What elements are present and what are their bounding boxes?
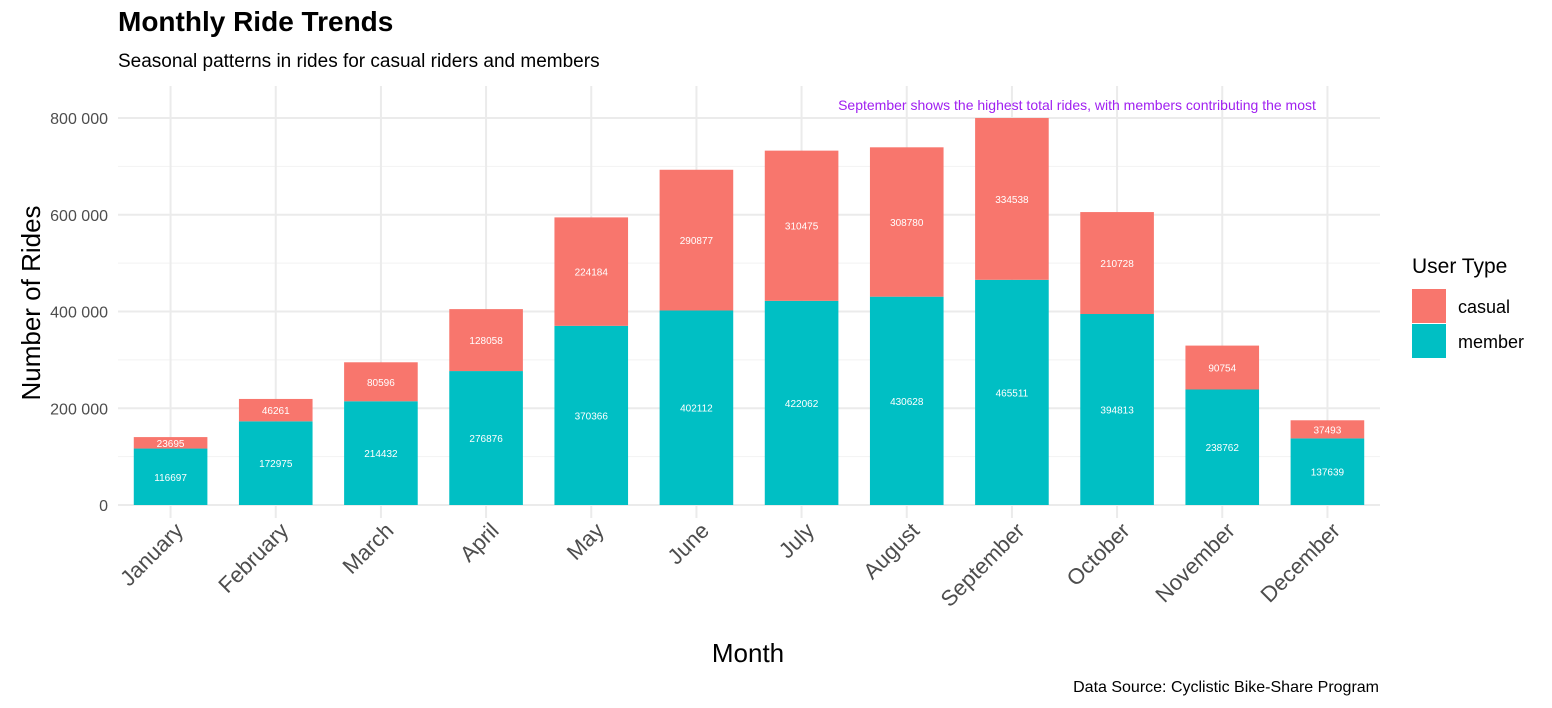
bar-value-label: 137639	[1311, 468, 1345, 479]
bar-value-label: 128058	[469, 336, 503, 347]
x-tick-label: November	[1150, 518, 1239, 607]
legend-title: User Type	[1412, 255, 1507, 278]
bar-casual	[659, 169, 734, 311]
legend-swatch-casual	[1412, 289, 1446, 323]
y-tick-label: 0	[99, 498, 108, 515]
y-tick-label: 400 000	[50, 305, 108, 322]
x-tick-label: September	[936, 518, 1030, 612]
y-axis-title: Number of Rides	[16, 205, 46, 400]
x-tick-label: August	[858, 518, 924, 584]
chart-title: Monthly Ride Trends	[118, 6, 394, 37]
bar-value-label: 465511	[996, 388, 1029, 399]
bar-value-label: 308780	[890, 218, 924, 229]
bar-value-label: 214432	[364, 449, 398, 460]
x-tick-label: February	[213, 518, 293, 598]
x-tick-label: March	[338, 518, 399, 579]
bar-member	[659, 310, 734, 505]
bar-value-label: 224184	[575, 268, 609, 279]
bar-member	[975, 279, 1049, 505]
legend: User Type casual member	[1412, 255, 1524, 358]
x-tick-label: December	[1256, 518, 1345, 607]
bar-value-label: 37493	[1314, 425, 1342, 436]
bar-value-label: 430628	[890, 397, 924, 408]
chart-subtitle: Seasonal patterns in rides for casual ri…	[118, 51, 600, 72]
bar-value-label: 46261	[262, 406, 290, 417]
x-tick-label: January	[115, 518, 188, 591]
bar-value-label: 276876	[469, 434, 503, 445]
bar-value-label: 210728	[1100, 259, 1134, 270]
bar-casual	[344, 362, 418, 402]
bar-member	[238, 421, 313, 505]
bar-member	[554, 325, 629, 505]
bar-member	[449, 371, 523, 505]
bar-casual	[869, 147, 944, 297]
x-tick-label: June	[663, 518, 714, 569]
bar-value-label: 116697	[154, 473, 187, 484]
bar-casual	[554, 217, 629, 326]
bar-value-label: 90754	[1208, 364, 1236, 375]
legend-label-member: member	[1458, 332, 1524, 352]
y-tick-label: 800 000	[50, 111, 108, 128]
bar-casual	[238, 398, 313, 422]
bar-member	[869, 296, 944, 505]
chart-annotation: September shows the highest total rides,…	[838, 97, 1316, 113]
bar-casual	[764, 150, 839, 301]
bar-member	[764, 300, 839, 505]
bar-value-label: 310475	[785, 222, 819, 233]
bar-value-label: 290877	[680, 236, 714, 247]
chart-caption: Data Source: Cyclistic Bike-Share Progra…	[1073, 679, 1379, 696]
bar-value-label: 23695	[157, 439, 185, 450]
bar-casual	[1290, 420, 1365, 439]
y-tick-label: 600 000	[50, 208, 108, 225]
bar-member	[344, 401, 418, 505]
bar-member	[1290, 438, 1365, 505]
bar-value-label: 402112	[680, 404, 713, 415]
bar-value-label: 172975	[259, 459, 293, 470]
x-tick-label: July	[774, 518, 819, 563]
bar-casual	[133, 437, 208, 449]
x-tick-label: May	[562, 518, 609, 565]
bar-value-label: 334538	[995, 195, 1029, 206]
bar-value-label: 370366	[575, 411, 609, 422]
x-tick-label: October	[1062, 518, 1135, 591]
legend-label-casual: casual	[1458, 297, 1510, 317]
bar-casual	[975, 117, 1049, 280]
bar-value-label: 238762	[1206, 443, 1240, 454]
x-axis-title: Month	[712, 638, 784, 668]
bar-member	[1185, 389, 1260, 505]
legend-swatch-member	[1412, 324, 1446, 358]
bar-member	[133, 448, 208, 505]
bar-member	[1080, 314, 1154, 505]
bar-value-label: 394813	[1100, 406, 1134, 417]
bar-value-label: 80596	[367, 378, 395, 389]
x-tick-label: April	[455, 518, 504, 567]
bar-value-label: 422062	[785, 399, 819, 410]
bar-casual	[1080, 212, 1154, 315]
bar-casual	[449, 309, 523, 372]
y-tick-label: 200 000	[50, 401, 108, 418]
bar-casual	[1185, 345, 1260, 390]
